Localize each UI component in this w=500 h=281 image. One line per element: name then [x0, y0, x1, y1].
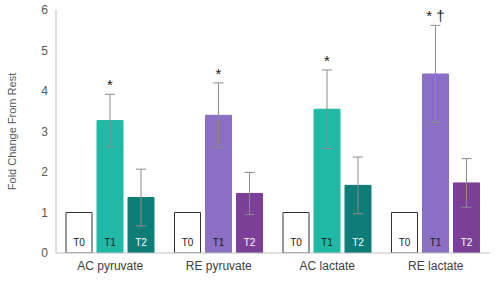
svg-text:*: * — [107, 76, 113, 93]
svg-text:Fold Change From Rest: Fold Change From Rest — [8, 73, 18, 190]
svg-text:T0: T0 — [182, 237, 194, 248]
svg-text:T1: T1 — [430, 237, 442, 248]
svg-text:3: 3 — [41, 125, 48, 139]
svg-text:*: * — [216, 65, 222, 82]
svg-text:T0: T0 — [290, 237, 302, 248]
svg-text:T0: T0 — [399, 237, 411, 248]
svg-text:1: 1 — [41, 206, 48, 220]
svg-text:T1: T1 — [213, 237, 225, 248]
svg-text:T2: T2 — [352, 237, 364, 248]
svg-text:T2: T2 — [135, 237, 147, 248]
svg-text:6: 6 — [41, 3, 48, 17]
svg-text:T2: T2 — [461, 237, 473, 248]
svg-text:RE pyruvate: RE pyruvate — [186, 259, 252, 273]
svg-text:4: 4 — [41, 84, 48, 98]
svg-text:0: 0 — [41, 246, 48, 260]
svg-text:AC lactate: AC lactate — [300, 259, 356, 273]
svg-text:AC pyruvate: AC pyruvate — [77, 259, 143, 273]
svg-text:T1: T1 — [104, 237, 116, 248]
svg-text:RE lactate: RE lactate — [408, 259, 464, 273]
svg-text:5: 5 — [41, 44, 48, 58]
svg-text:*: * — [324, 52, 330, 69]
svg-text:T1: T1 — [321, 237, 333, 248]
svg-text:2: 2 — [41, 165, 48, 179]
svg-text:T0: T0 — [73, 237, 85, 248]
svg-text:T2: T2 — [244, 237, 256, 248]
svg-text:* †: * † — [426, 7, 444, 24]
